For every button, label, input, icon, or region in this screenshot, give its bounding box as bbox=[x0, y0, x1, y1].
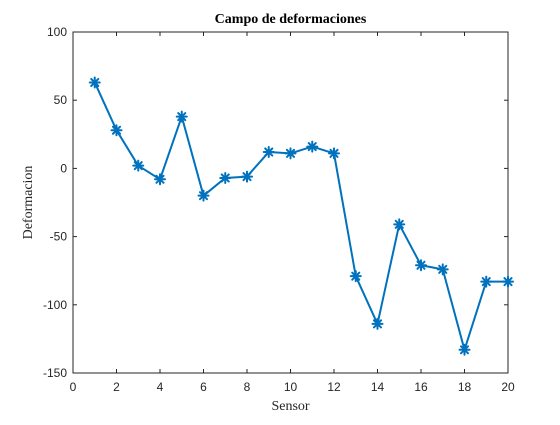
data-point-8 bbox=[241, 170, 253, 183]
x-tick-label: 8 bbox=[244, 380, 251, 394]
data-point-13 bbox=[349, 270, 362, 283]
data-point-20 bbox=[502, 275, 514, 288]
y-tick-label: -150 bbox=[43, 366, 67, 380]
y-tick-label: -100 bbox=[43, 298, 67, 312]
data-point-10 bbox=[284, 147, 297, 160]
data-point-16 bbox=[415, 259, 427, 272]
data-point-6 bbox=[197, 189, 210, 202]
data-point-1 bbox=[88, 76, 101, 89]
x-tick-label: 2 bbox=[113, 380, 120, 394]
data-point-14 bbox=[371, 317, 384, 330]
x-tick-label: 12 bbox=[327, 380, 341, 394]
plot-area bbox=[72, 31, 509, 374]
data-point-5 bbox=[175, 110, 188, 123]
x-tick-label: 14 bbox=[371, 380, 385, 394]
data-point-9 bbox=[262, 146, 275, 159]
x-tick-label: 4 bbox=[157, 380, 164, 394]
data-point-7 bbox=[219, 171, 232, 184]
x-tick-label: 16 bbox=[414, 380, 428, 394]
x-tick-label: 18 bbox=[458, 380, 472, 394]
data-point-4 bbox=[154, 173, 166, 186]
data-markers bbox=[88, 76, 514, 356]
y-axis-label: Deformacion bbox=[21, 166, 36, 240]
chart-title: Campo de deformaciones bbox=[215, 12, 367, 27]
data-point-15 bbox=[393, 218, 406, 231]
data-point-18 bbox=[458, 343, 471, 356]
y-tick-label: 100 bbox=[47, 25, 67, 39]
data-point-12 bbox=[328, 147, 340, 160]
x-tick-label: 0 bbox=[70, 380, 77, 394]
data-point-19 bbox=[480, 275, 493, 288]
y-tick-label: 50 bbox=[54, 93, 68, 107]
x-axis-label: Sensor bbox=[271, 399, 309, 414]
axis-tick-labels: 0 2 4 6 8 10 12 14 16 18 20 100 50 0 -50 -100 -150 bbox=[43, 25, 515, 394]
axis-ticks bbox=[72, 31, 509, 374]
x-tick-label: 6 bbox=[200, 380, 207, 394]
data-point-11 bbox=[306, 140, 319, 153]
y-tick-label: -50 bbox=[50, 230, 68, 244]
x-tick-label: 20 bbox=[501, 380, 515, 394]
y-tick-label: 0 bbox=[60, 161, 67, 175]
data-point-17 bbox=[436, 263, 449, 276]
x-tick-label: 10 bbox=[284, 380, 298, 394]
data-point-2 bbox=[110, 124, 123, 137]
data-point-3 bbox=[132, 159, 145, 172]
